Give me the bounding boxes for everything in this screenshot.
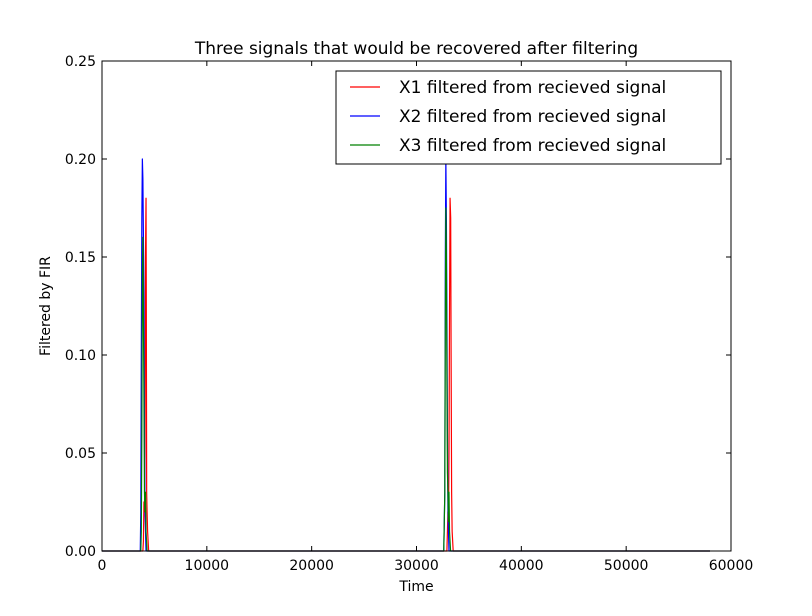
legend-label: X2 filtered from recieved signal	[399, 107, 666, 127]
legend: X1 filtered from recieved signal X2 filte…	[335, 70, 722, 165]
y-axis-label: Filtered by FIR	[38, 256, 54, 356]
y-tick-label: 0.25	[65, 54, 96, 70]
chart-title: Three signals that would be recovered af…	[194, 39, 638, 59]
y-tick-label: 0.10	[65, 348, 96, 364]
x-tick-label: 40000	[499, 558, 544, 574]
y-tick-label: 0.00	[65, 544, 96, 560]
y-tick-label: 0.05	[65, 446, 96, 462]
y-tick-label: 0.15	[65, 250, 96, 266]
legend-label: X3 filtered from recieved signal	[399, 136, 666, 156]
legend-box	[335, 70, 722, 165]
x-tick-label: 30000	[394, 558, 439, 574]
series-line-2	[102, 158, 711, 552]
x-axis-label: Time	[398, 579, 433, 595]
y-tick-label: 0.20	[65, 152, 96, 168]
plot-lines	[102, 158, 711, 552]
x-tick-label: 60000	[709, 558, 754, 574]
series-line-3	[102, 207, 711, 552]
x-tick-label: 50000	[604, 558, 649, 574]
x-tick-label: 0	[98, 558, 107, 574]
x-tick-label: 10000	[185, 558, 230, 574]
legend-label: X1 filtered from recieved signal	[399, 78, 666, 98]
y-axis: 0.00 0.05 0.10 0.15 0.20 0.25	[65, 54, 731, 560]
x-tick-label: 20000	[289, 558, 334, 574]
x-axis: 0 10000 20000 30000 40000 50000 60000	[98, 61, 754, 574]
series-line-1	[102, 197, 711, 552]
